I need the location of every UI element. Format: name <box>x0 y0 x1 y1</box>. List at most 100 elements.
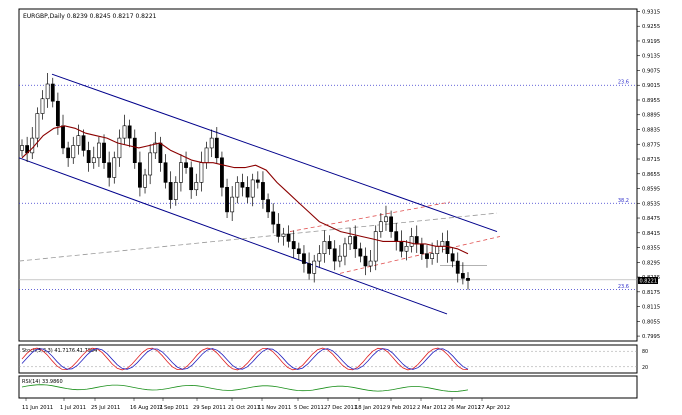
y-tick-label: 0.9075 <box>642 68 660 74</box>
candle-body <box>240 182 245 188</box>
candle-body <box>194 182 199 191</box>
fib-label: 23.6 <box>618 284 629 290</box>
x-tick-label: 7 Sep 2011 <box>159 405 189 411</box>
candle-body <box>255 179 260 183</box>
candle-body <box>55 100 60 127</box>
stoch-level-label: 80 <box>642 349 648 355</box>
y-tick-label: 0.8415 <box>642 231 660 237</box>
x-tick-label: 29 Sep 2011 <box>193 405 226 411</box>
candle-body <box>343 243 347 257</box>
y-tick-label: 0.8535 <box>642 201 660 207</box>
y-tick-label: 0.8595 <box>642 187 660 193</box>
candle-body <box>353 236 358 250</box>
candle-body <box>81 135 86 151</box>
x-tick-label: 11 Jun 2011 <box>22 405 53 411</box>
last-price-text: 0.8221 <box>640 279 658 285</box>
candle-body <box>132 137 137 164</box>
candle-body <box>158 142 163 164</box>
candle-body <box>96 142 101 159</box>
candle-body <box>127 125 132 139</box>
y-tick-label: 0.8475 <box>642 216 660 222</box>
candle-body <box>168 182 173 200</box>
fibonacci-levels: 23.6 38.2 23.6 <box>19 80 637 290</box>
ma-line <box>21 125 469 255</box>
candle-body <box>399 241 404 252</box>
candle-body <box>20 145 24 151</box>
last-price-label: 0.8221 <box>638 277 658 285</box>
long-trend <box>18 212 498 262</box>
x-tick-label: 16 Aug 2011 <box>130 405 163 411</box>
y-tick-label: 0.8115 <box>642 305 660 311</box>
y-tick-label: 0.9255 <box>642 24 660 30</box>
candle-body <box>286 233 291 242</box>
y-tick-label: 0.9315 <box>642 9 660 15</box>
trend-channel <box>18 73 501 315</box>
candle-body <box>425 253 429 259</box>
candle-body <box>337 255 342 262</box>
candle-body <box>66 147 71 159</box>
candle-body <box>358 248 363 257</box>
candle-body <box>112 157 117 178</box>
x-tick-label: 11 Nov 2011 <box>258 405 291 411</box>
x-tick-label: 26 Mar 2012 <box>448 405 481 411</box>
red-channel-upper <box>289 201 451 232</box>
candle-body <box>317 253 322 262</box>
candle-body <box>245 186 250 198</box>
candle-body <box>40 98 45 114</box>
moving-average <box>21 125 469 255</box>
candle-body <box>35 113 40 139</box>
candle-body <box>291 241 296 250</box>
candle-body <box>302 253 306 264</box>
rsi-line <box>21 384 469 392</box>
candle-body <box>220 157 224 188</box>
candle-body <box>179 162 183 183</box>
candle-body <box>404 246 409 252</box>
candle-body <box>409 236 414 247</box>
y-tick-label: 0.8895 <box>642 113 660 119</box>
y-tick-label: 0.7995 <box>642 334 660 340</box>
x-tick-label: 25 Jul 2011 <box>91 405 120 411</box>
candle-body <box>455 260 460 274</box>
candle-body <box>148 152 153 176</box>
candle-body <box>107 162 112 178</box>
candle-body <box>235 182 240 198</box>
candle-body <box>368 260 373 267</box>
candle-body <box>122 125 127 139</box>
x-tick-label: 5 Dec 2011 <box>294 405 324 411</box>
stoch-signal-line <box>21 348 469 370</box>
candle-body <box>266 199 270 213</box>
candle-body <box>394 231 399 242</box>
y-tick-label: 0.9135 <box>642 54 660 60</box>
candle-body <box>50 83 55 102</box>
x-tick-label: 27 Dec 2011 <box>324 405 357 411</box>
candle-body <box>189 167 194 191</box>
candle-body <box>163 162 168 183</box>
y-tick-label: 0.8055 <box>642 319 660 325</box>
y-tick-label: 0.8775 <box>642 142 660 148</box>
candle-body <box>389 216 394 232</box>
candle-body <box>348 236 352 245</box>
fib-label: 23.6 <box>618 80 629 86</box>
candle-body <box>327 241 332 250</box>
red-channel-lower <box>339 236 501 274</box>
y-tick-label: 0.8175 <box>642 290 660 296</box>
candle-body <box>102 142 106 164</box>
candle-body <box>143 174 147 188</box>
candle-body <box>71 145 76 159</box>
candle-body <box>378 221 383 232</box>
price-axis: 0.9315 0.9255 0.9195 0.9135 0.9075 0.9015 0.89… <box>637 9 660 340</box>
candle-body <box>322 241 327 254</box>
candle-body <box>445 241 450 254</box>
y-tick-label: 0.8355 <box>642 246 660 252</box>
candle-body <box>373 231 378 262</box>
candle-body <box>281 233 286 237</box>
stoch-level-label: 20 <box>642 365 648 371</box>
candle-body <box>312 260 317 274</box>
candle-body <box>230 196 235 213</box>
main-pane <box>18 8 638 342</box>
candle-body <box>440 241 445 247</box>
candle-body <box>225 186 229 213</box>
candle-body <box>466 277 470 281</box>
candle-body <box>384 216 388 223</box>
